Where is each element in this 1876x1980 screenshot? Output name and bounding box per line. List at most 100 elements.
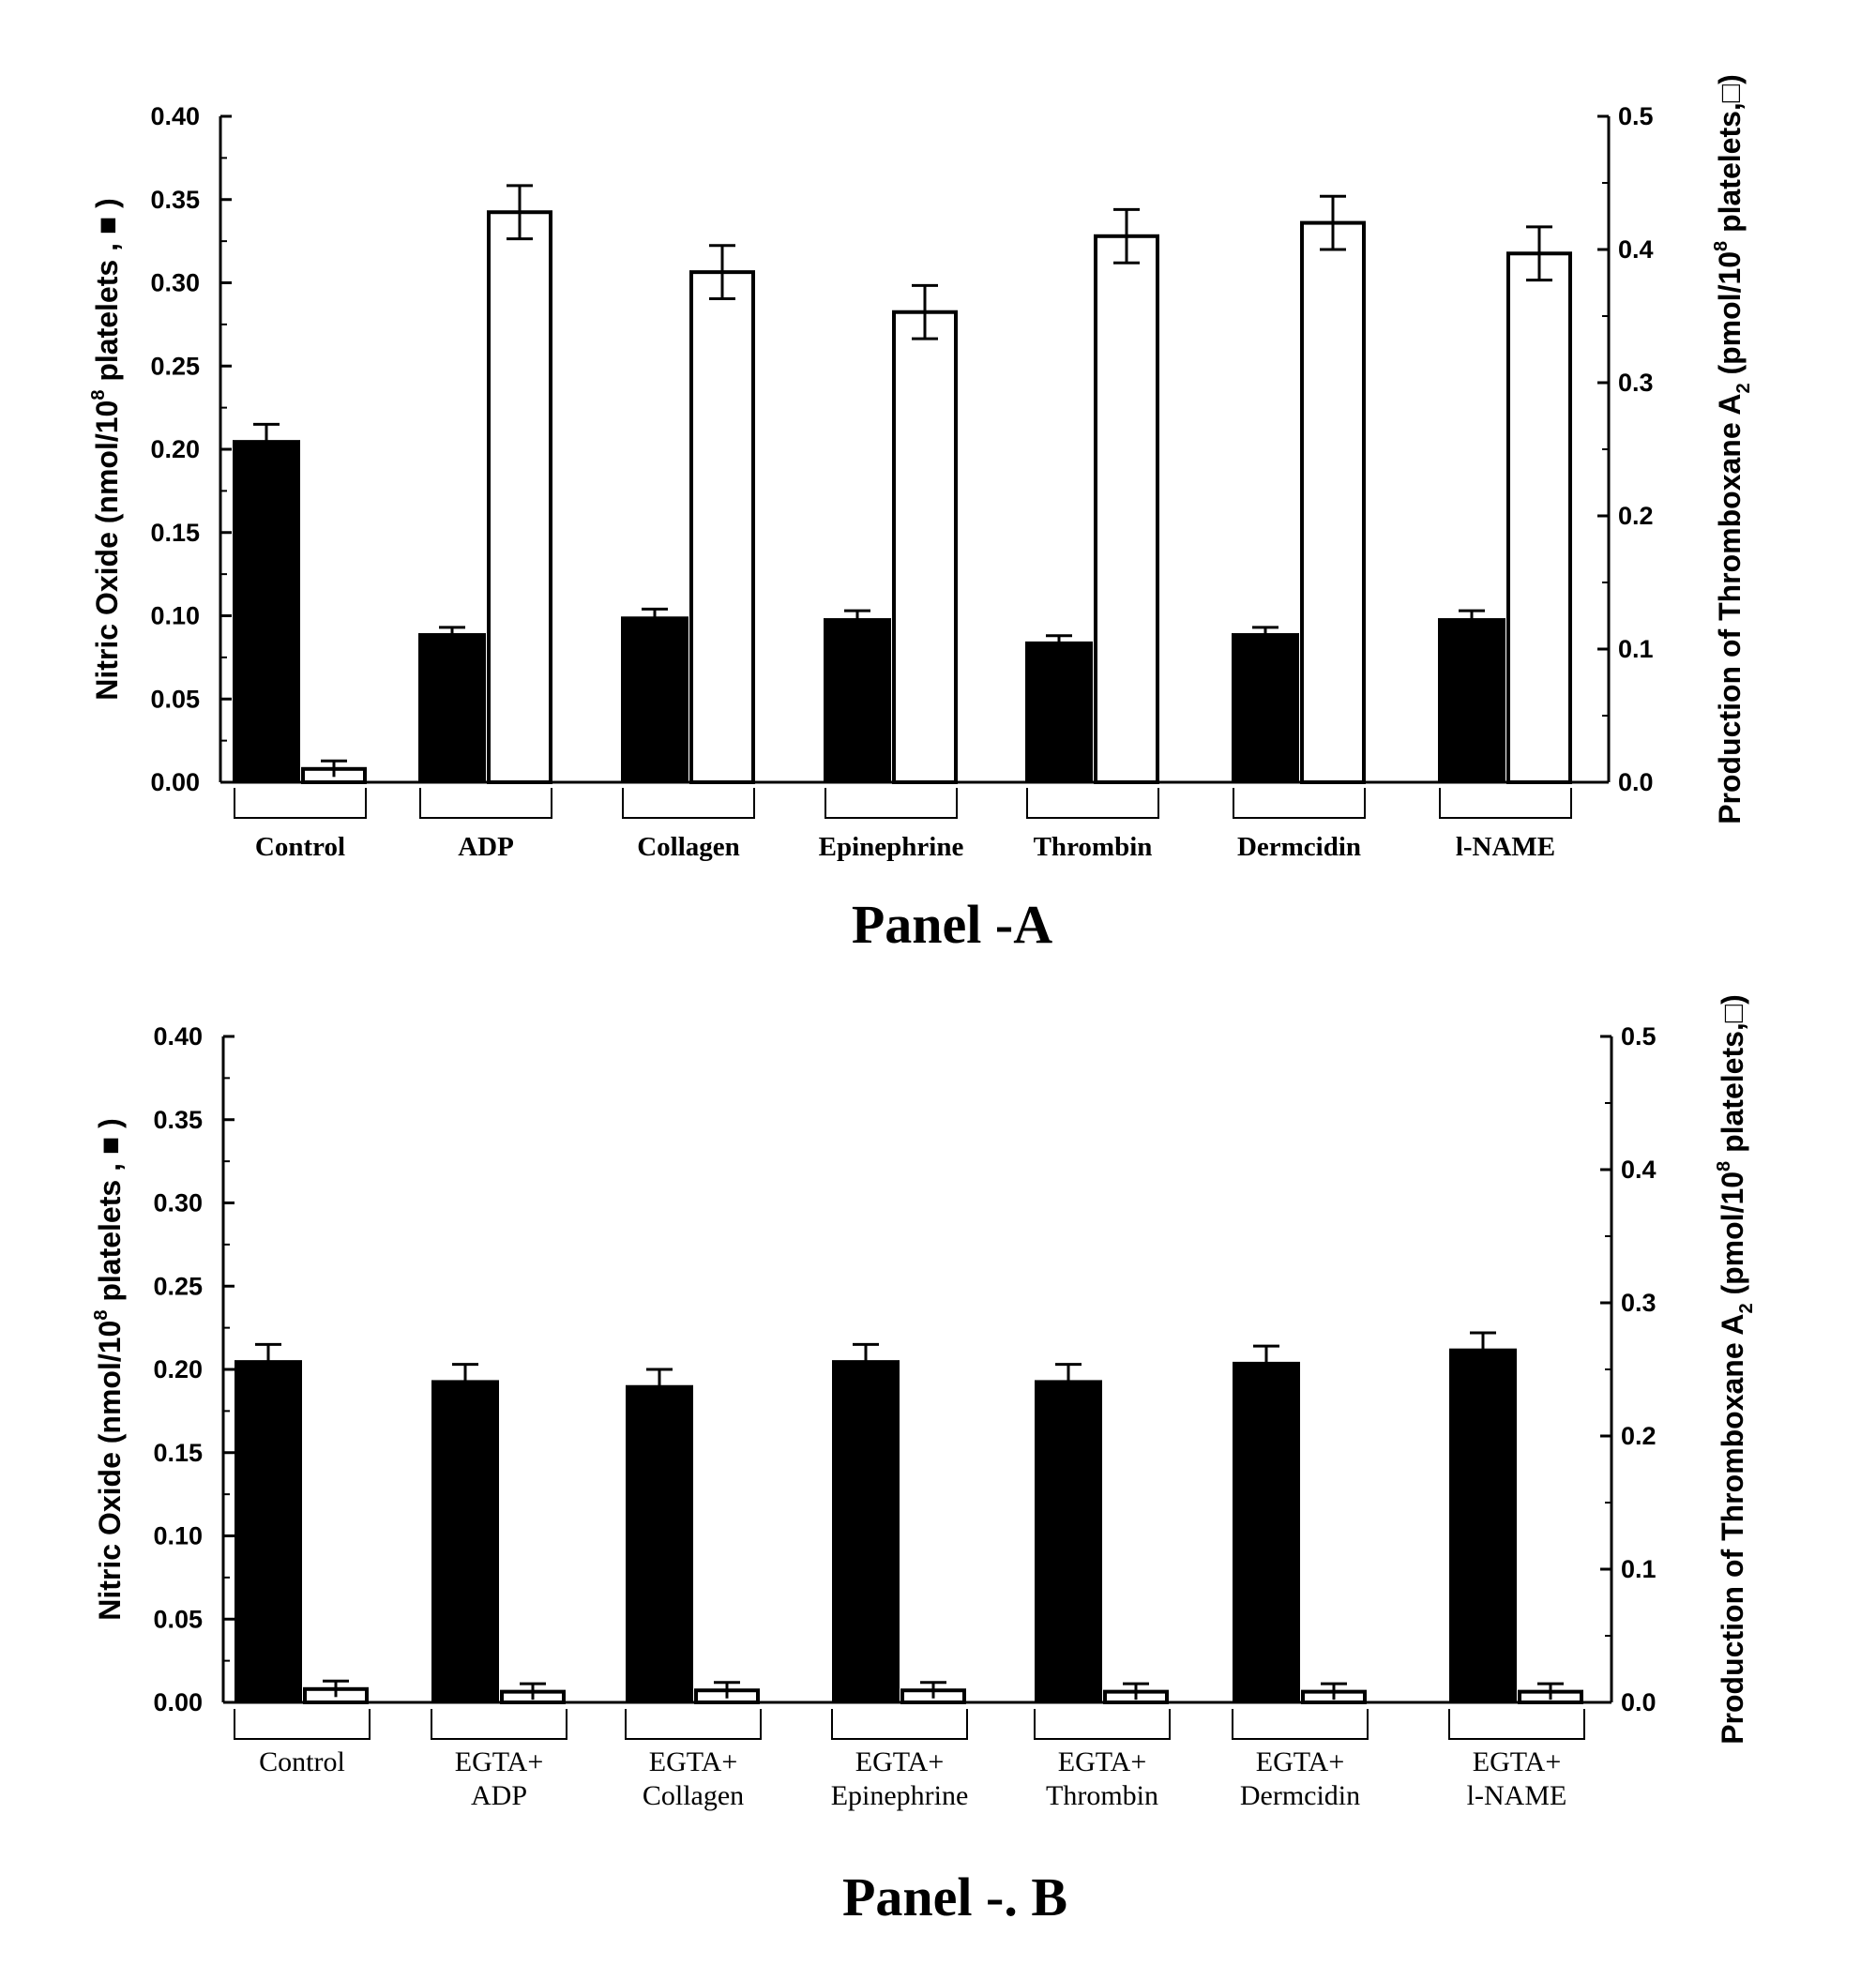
bar-nitric-oxide <box>1449 1348 1517 1703</box>
y-tick-label-right: 0.4 <box>1621 1156 1657 1184</box>
category-bracket <box>1233 788 1366 819</box>
y-axis-title-right-sup: 8 <box>1711 241 1732 251</box>
category-label: EGTA+ <box>855 1746 945 1777</box>
bar-thromboxane <box>1506 251 1572 784</box>
category-bracket <box>1026 788 1159 819</box>
y-tick-label-right: 0.2 <box>1621 1422 1657 1450</box>
category-bracket <box>234 1709 371 1740</box>
y-tick-label-left: 0.00 <box>150 768 200 796</box>
category-label: l-NAME <box>1456 832 1555 862</box>
panel-title: Panel -A <box>852 894 1052 955</box>
bar-thromboxane <box>689 270 755 784</box>
category-label: l-NAME <box>1467 1780 1567 1811</box>
y-tick-label-left: 0.10 <box>150 602 200 630</box>
y-tick-label-right: 0.1 <box>1621 1555 1657 1583</box>
y-axis-title-right-sub: 2 <box>1733 383 1754 393</box>
bar-nitric-oxide <box>621 616 688 784</box>
y-tick-label-left: 0.20 <box>150 435 200 463</box>
y-axis-title-right-rest: platelets,□) <box>1716 994 1749 1161</box>
bar-nitric-oxide <box>1232 633 1299 784</box>
y-axis-title-right-mid: (pmol/10 <box>1713 251 1747 383</box>
bar-nitric-oxide <box>233 440 300 783</box>
y-axis-title-left-rest: platelets , ■ ) <box>90 198 124 389</box>
y-tick-label-right: 0.2 <box>1618 502 1654 530</box>
bar-thromboxane <box>1300 220 1366 785</box>
category-bracket <box>825 788 958 819</box>
y-axis-title-right: Production of Thromboxane A2 (pmol/108 p… <box>1714 994 1757 1745</box>
bar-nitric-oxide <box>431 1380 499 1704</box>
y-tick-label-right: 0.0 <box>1618 768 1654 796</box>
y-tick-label-left: 0.35 <box>150 186 200 214</box>
category-label: Epinephrine <box>819 832 964 862</box>
category-label: Control <box>255 832 345 862</box>
y-tick-label-left: 0.35 <box>153 1106 203 1134</box>
y-tick-label-left: 0.30 <box>153 1189 203 1217</box>
category-bracket <box>1448 1709 1585 1740</box>
bar-nitric-oxide <box>1233 1361 1300 1704</box>
bar-nitric-oxide <box>1025 641 1093 784</box>
y-tick-label-right: 0.5 <box>1621 1022 1657 1050</box>
category-label: Dermcidin <box>1237 832 1361 862</box>
category-bracket <box>622 788 755 819</box>
y-axis-title-right-text: Production of Thromboxane A <box>1716 1314 1749 1745</box>
y-tick-label-left: 0.05 <box>153 1605 203 1633</box>
category-bracket <box>419 788 552 819</box>
y-axis-title-right-rest: platelets,□) <box>1713 74 1747 241</box>
y-tick-label-left: 0.15 <box>150 519 200 547</box>
y-tick-label-left: 0.25 <box>153 1272 203 1300</box>
y-axis-title-left-rest: platelets , ■ ) <box>93 1118 127 1309</box>
category-bracket <box>1232 1709 1369 1740</box>
bar-thromboxane <box>487 210 552 785</box>
category-bracket <box>1439 788 1572 819</box>
category-bracket <box>431 1709 567 1740</box>
y-tick-label-right: 0.0 <box>1621 1688 1657 1716</box>
y-tick-label-left: 0.15 <box>153 1439 203 1467</box>
y-tick-label-right: 0.3 <box>1618 369 1654 397</box>
y-tick-label-left: 0.20 <box>153 1355 203 1383</box>
category-bracket <box>234 788 367 819</box>
y-tick-label-left: 0.30 <box>150 269 200 297</box>
category-label: Thrombin <box>1034 832 1153 862</box>
category-label: EGTA+ <box>1058 1746 1147 1777</box>
panel-title: Panel -. B <box>842 1867 1067 1927</box>
y-tick-label-left: 0.05 <box>150 685 200 713</box>
category-label: EGTA+ <box>455 1746 544 1777</box>
y-tick-label-right: 0.3 <box>1621 1289 1657 1317</box>
category-label: EGTA+ <box>649 1746 738 1777</box>
panel-a-chart: 0.00 0.05 0.10 0.15 0.20 0.25 0.30 0.35 0.40 0.0 0… <box>88 74 1754 955</box>
y-tick-label-left: 0.10 <box>153 1522 203 1550</box>
y-tick-label-right: 0.1 <box>1618 635 1654 663</box>
category-bracket <box>831 1709 968 1740</box>
y-axis-title-left-sup: 8 <box>88 390 109 401</box>
y-axis-title-right-sub: 2 <box>1736 1303 1757 1313</box>
y-axis-title-left-text: Nitric Oxide (nmol/10 <box>93 1321 127 1621</box>
y-tick-label-left: 0.40 <box>150 102 200 130</box>
category-label: Epinephrine <box>831 1780 969 1811</box>
y-axis-title-left-text: Nitric Oxide (nmol/10 <box>90 401 124 701</box>
y-axis-title-right-mid: (pmol/10 <box>1716 1171 1749 1303</box>
bar-nitric-oxide <box>832 1360 900 1703</box>
category-label: Thrombin <box>1046 1780 1158 1811</box>
y-axis-title-left: Nitric Oxide (nmol/108 platelets , ■ ) <box>88 198 124 700</box>
bar-nitric-oxide <box>1438 618 1505 783</box>
category-label: Dermcidin <box>1240 1780 1360 1811</box>
category-bracket <box>625 1709 762 1740</box>
bar-nitric-oxide <box>418 633 486 784</box>
category-label: Control <box>259 1746 345 1777</box>
bar-nitric-oxide <box>626 1384 693 1703</box>
category-label: Collagen <box>643 1780 744 1811</box>
category-label: Collagen <box>637 832 740 862</box>
category-label: ADP <box>471 1780 527 1811</box>
panel-b-chart: 0.00 0.05 0.10 0.15 0.20 0.25 0.30 0.35 0.40 0.0 0… <box>91 994 1757 1927</box>
bar-nitric-oxide <box>234 1360 302 1703</box>
y-tick-label-left: 0.25 <box>150 352 200 380</box>
category-label: ADP <box>458 832 514 862</box>
bar-nitric-oxide <box>824 618 891 783</box>
y-axis-title-right-text: Production of Thromboxane A <box>1713 394 1747 824</box>
bar-thromboxane <box>892 310 958 784</box>
y-axis-title-left-sup: 8 <box>91 1310 112 1321</box>
y-axis-title-right-sup: 8 <box>1714 1161 1734 1171</box>
bar-nitric-oxide <box>1035 1380 1102 1704</box>
y-axis-title-right: Production of Thromboxane A2 (pmol/108 p… <box>1711 74 1754 824</box>
